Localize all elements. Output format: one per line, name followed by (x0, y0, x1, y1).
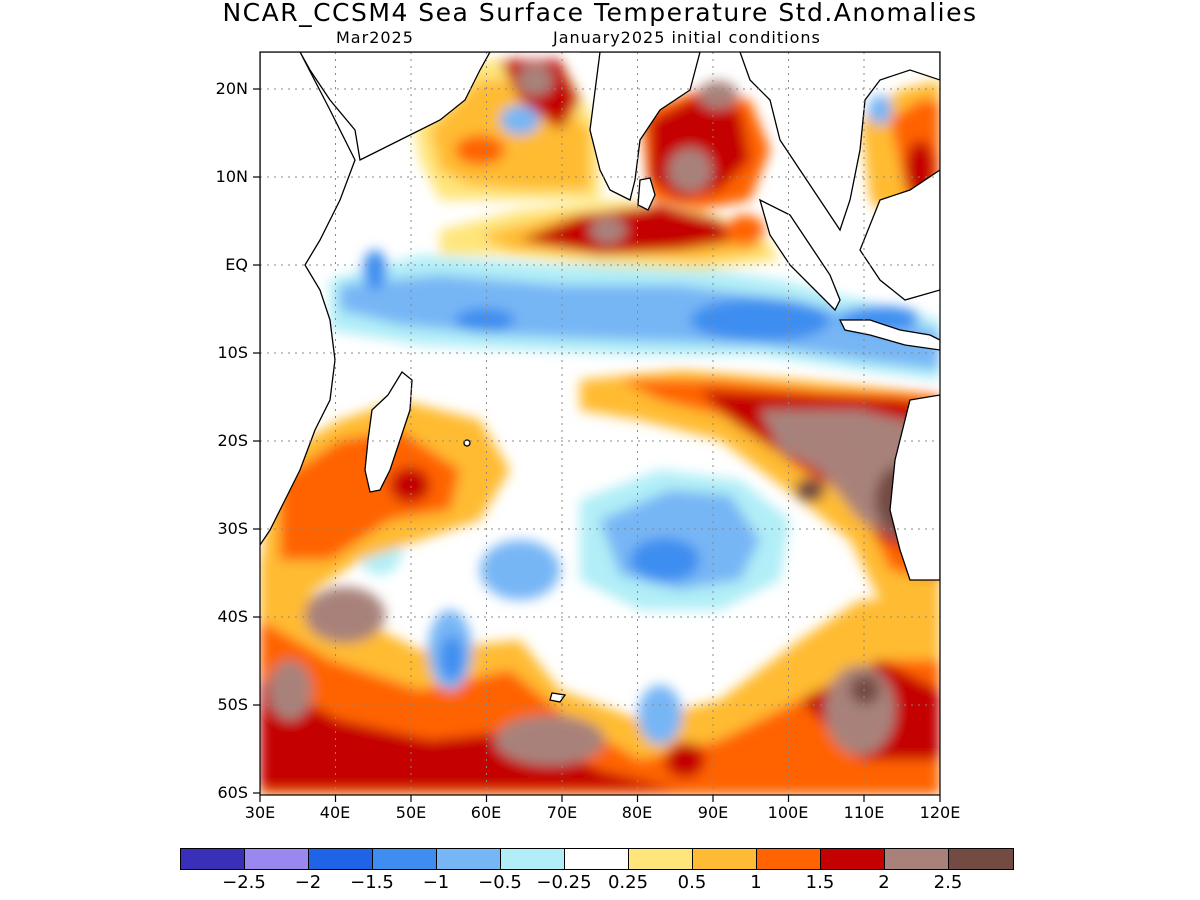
colorbar-swatch-11 (885, 849, 949, 869)
colorbar-label-10: 2 (878, 872, 890, 893)
colorbar-label-6: 0.25 (607, 872, 649, 893)
colorbar-label-8: 1 (750, 872, 762, 893)
lon-label-90e: 90E (697, 803, 729, 822)
lat-label-eq: EQ (225, 255, 248, 274)
lat-label-20n: 20N (215, 79, 248, 98)
colorbar-label-3: −1 (422, 872, 450, 893)
graticule (260, 52, 940, 795)
chart-title: NCAR_CCSM4 Sea Surface Temperature Std.A… (222, 0, 978, 27)
lat-label-50s: 50S (217, 695, 248, 714)
colorbar-swatch-12 (949, 849, 1013, 869)
colorbar-label-2: −1.5 (350, 872, 394, 893)
colorbar (180, 848, 1014, 870)
axis-ticks (253, 88, 941, 802)
lat-label-30s: 30S (217, 519, 248, 538)
colorbar-swatch-4 (437, 849, 501, 869)
colorbar-swatch-5 (501, 849, 565, 869)
colorbar-label-0: −2.5 (222, 872, 266, 893)
colorbar-swatch-8 (693, 849, 757, 869)
colorbar-swatch-6 (565, 849, 629, 869)
colorbar-label-4: −0.5 (478, 872, 522, 893)
colorbar-label-9: 1.5 (805, 872, 835, 893)
lat-label-10n: 10N (215, 167, 248, 186)
colorbar-label-11: 2.5 (933, 872, 963, 893)
colorbar-swatch-7 (629, 849, 693, 869)
colorbar-swatch-10 (821, 849, 885, 869)
lat-label-60s: 60S (217, 783, 248, 802)
colorbar-swatch-3 (373, 849, 437, 869)
lat-label-20s: 20S (217, 431, 248, 450)
lon-label-60e: 60E (470, 803, 502, 822)
colorbar-label-5: −0.25 (536, 872, 592, 893)
lat-label-40s: 40S (217, 607, 248, 626)
forecast-month: Mar2025 (336, 28, 414, 47)
anomaly-fields (260, 60, 940, 795)
lon-label-110e: 110E (843, 803, 885, 822)
lon-label-100e: 100E (767, 803, 809, 822)
colorbar-label-1: −2 (294, 872, 322, 893)
colorbar-swatch-1 (245, 849, 309, 869)
lon-label-50e: 50E (395, 803, 427, 822)
lat-label-10s: 10S (217, 343, 248, 362)
colorbar-swatch-2 (309, 849, 373, 869)
lon-label-70e: 70E (546, 803, 578, 822)
lon-label-120e: 120E (919, 803, 961, 822)
plot-frame (259, 51, 941, 796)
colorbar-swatch-0 (181, 849, 245, 869)
colorbar-swatch-9 (757, 849, 821, 869)
lon-label-30e: 30E (244, 803, 276, 822)
initial-conditions: January2025 initial conditions (553, 28, 821, 47)
lon-label-40e: 40E (319, 803, 351, 822)
colorbar-label-7: 0.5 (677, 872, 707, 893)
lon-label-80e: 80E (621, 803, 653, 822)
